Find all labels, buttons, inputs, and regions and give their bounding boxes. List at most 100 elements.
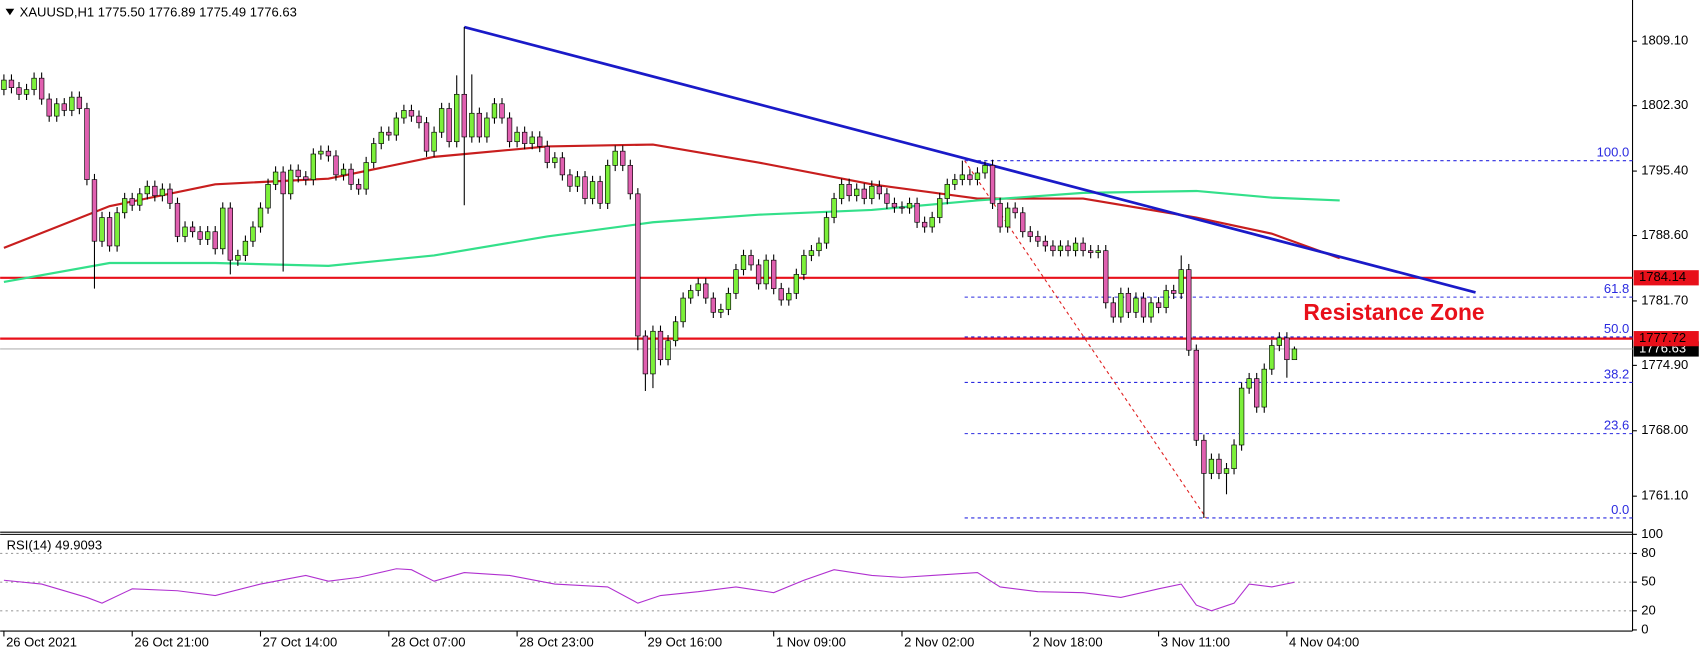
candle-body [242, 240, 249, 256]
candle-body [642, 335, 649, 375]
candle-body [288, 169, 294, 195]
candle [1163, 284, 1169, 314]
candle [589, 175, 596, 205]
candle [1155, 297, 1162, 314]
candle-body [401, 110, 407, 119]
candle-body [831, 198, 837, 218]
candle-body [989, 165, 996, 204]
candle-body [1140, 297, 1147, 318]
candle [235, 249, 241, 266]
candle-body [38, 77, 45, 100]
candle [1171, 284, 1177, 300]
candle [129, 192, 135, 211]
candle [318, 145, 324, 160]
x-tick-label: 3 Nov 11:00 [1161, 634, 1230, 649]
candle [959, 160, 966, 186]
candle [521, 126, 528, 150]
candle-body [1238, 387, 1245, 446]
candle [386, 126, 392, 141]
candle-body [725, 293, 732, 310]
candle [1020, 207, 1026, 238]
candle-body [280, 171, 286, 195]
candle-body [46, 98, 52, 117]
candle [846, 178, 852, 202]
candle-body [1035, 236, 1041, 242]
candle-body [952, 179, 958, 185]
candle [1291, 346, 1298, 361]
candle-body [318, 150, 324, 155]
candle [891, 197, 898, 213]
rsi-tick-label: 80 [1641, 545, 1655, 560]
candle [838, 178, 845, 205]
candle-body [703, 283, 709, 299]
candle-body [91, 179, 98, 242]
candle-body [174, 202, 181, 237]
candle [1050, 240, 1056, 257]
candle [1140, 292, 1147, 323]
candle-body [604, 165, 611, 204]
candle-body [363, 162, 369, 190]
candle-body [567, 174, 573, 187]
candle [552, 152, 558, 169]
candle [242, 235, 249, 262]
candle [854, 183, 860, 202]
candle [106, 211, 113, 252]
candle [763, 254, 769, 290]
frame [0, 0, 1634, 632]
candle [725, 287, 732, 316]
candle-body [1254, 378, 1260, 408]
candle-body [1269, 345, 1275, 370]
candle [1238, 382, 1245, 451]
candle [363, 156, 369, 195]
candle [1223, 462, 1230, 495]
candle-body [997, 202, 1003, 228]
x-tick-label: 27 Oct 14:00 [263, 634, 338, 649]
x-tick-label: 4 Nov 04:00 [1289, 634, 1359, 649]
candle [733, 263, 739, 300]
candle-body [257, 207, 264, 228]
x-tick-label: 2 Nov 02:00 [904, 634, 974, 649]
candle-body [929, 217, 935, 228]
candle [952, 173, 958, 191]
candle [431, 126, 437, 157]
candle-body [167, 188, 173, 204]
candle-body [69, 96, 75, 111]
candle [280, 166, 286, 272]
candle-body [861, 188, 867, 199]
candle [657, 325, 664, 366]
candle-body [1110, 302, 1116, 318]
candle-body [552, 157, 558, 163]
candle [944, 178, 950, 205]
candle [740, 249, 747, 276]
candle [46, 93, 52, 122]
candle [1269, 339, 1275, 375]
candle [212, 226, 218, 255]
candle-body [1163, 290, 1169, 308]
candle-body [84, 108, 90, 180]
candle-body [778, 288, 784, 301]
candle [76, 91, 83, 115]
candle [1027, 226, 1033, 243]
candle [665, 335, 671, 366]
candle [1178, 255, 1184, 300]
candle-body [627, 165, 633, 195]
candle-body [1080, 242, 1086, 252]
candle-body [884, 193, 890, 204]
fib-label: 38.2 [1604, 366, 1629, 381]
candle [61, 98, 67, 117]
candle [1231, 439, 1237, 475]
candle [499, 98, 505, 124]
candle-body [801, 255, 807, 275]
candle-body [212, 231, 218, 250]
candle [710, 292, 716, 318]
candle-body [748, 255, 754, 266]
candle [1201, 434, 1207, 518]
candle [446, 102, 452, 148]
candle-body [514, 131, 520, 143]
candle [438, 102, 445, 138]
candle [84, 102, 90, 186]
candle-body [1178, 269, 1184, 294]
annotation: Resistance Zone [1303, 299, 1484, 325]
candle [597, 175, 603, 209]
candle [544, 140, 550, 169]
